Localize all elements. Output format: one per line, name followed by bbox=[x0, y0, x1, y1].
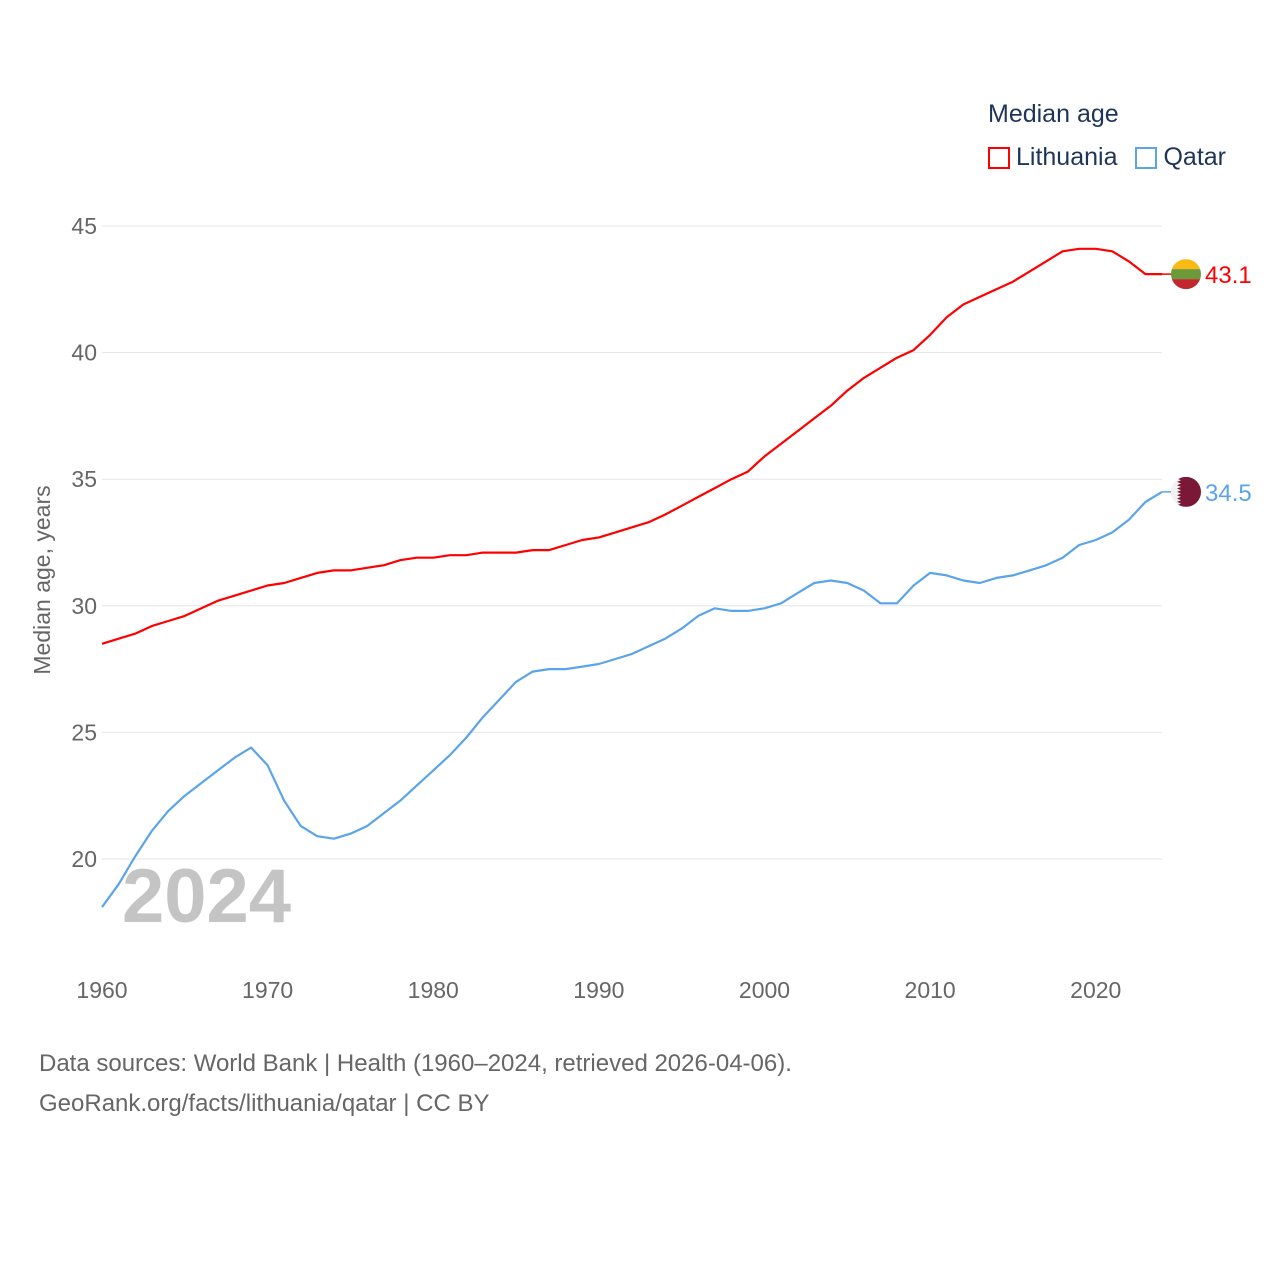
x-tick-label: 1970 bbox=[242, 977, 293, 1003]
end-value-label: 34.5 bbox=[1205, 480, 1252, 507]
flag-lithuania-icon bbox=[1171, 279, 1201, 290]
legend-item-qatar[interactable]: Qatar bbox=[1135, 143, 1226, 172]
x-tick-label: 1960 bbox=[76, 977, 127, 1003]
source-link[interactable]: GeoRank.org/facts/lithuania/qatar | CC B… bbox=[39, 1090, 490, 1117]
legend-swatch-lithuania bbox=[988, 146, 1010, 169]
source-note: Data sources: World Bank | Health (1960–… bbox=[39, 1044, 792, 1124]
x-tick-label: 2010 bbox=[905, 977, 956, 1003]
x-tick-label: 2000 bbox=[739, 977, 790, 1003]
x-tick-label: 1980 bbox=[408, 977, 459, 1003]
x-tick-label: 2020 bbox=[1070, 977, 1121, 1003]
legend-title: Median age bbox=[988, 100, 1119, 128]
end-value-label: 43.1 bbox=[1205, 262, 1252, 289]
x-tick-label: 1990 bbox=[573, 977, 624, 1003]
series-line-qatar bbox=[101, 490, 1163, 908]
y-tick-label: 35 bbox=[71, 466, 97, 492]
y-tick-label: 30 bbox=[71, 593, 97, 619]
legend-swatch-qatar bbox=[1135, 146, 1158, 169]
y-tick-label: 45 bbox=[71, 213, 97, 239]
y-tick-label: 25 bbox=[71, 719, 97, 745]
series-line-lithuania bbox=[101, 247, 1162, 645]
source-line: Data sources: World Bank | Health (1960–… bbox=[39, 1050, 792, 1077]
legend-label: Lithuania bbox=[1016, 143, 1118, 171]
y-tick-label: 20 bbox=[71, 846, 97, 872]
year-watermark: 2024 bbox=[122, 854, 291, 939]
flag-qatar-icon bbox=[1177, 476, 1201, 507]
legend-item-lithuania[interactable]: Lithuania bbox=[988, 143, 1117, 172]
flag-lithuania-icon bbox=[1171, 259, 1201, 270]
legend: Lithuania Qatar bbox=[988, 143, 1244, 172]
legend-label: Qatar bbox=[1163, 143, 1227, 171]
y-axis-label: Median age, years bbox=[29, 485, 55, 674]
flag-lithuania-icon bbox=[1171, 269, 1201, 280]
y-tick-label: 40 bbox=[71, 340, 97, 366]
